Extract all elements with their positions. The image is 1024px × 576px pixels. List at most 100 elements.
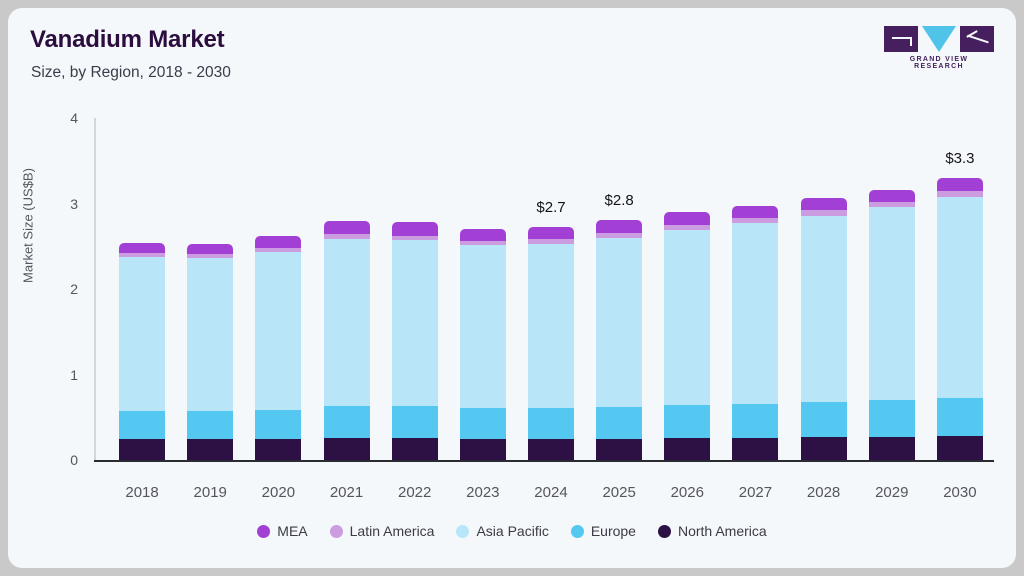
bar-segment-latin-america-2025[interactable] [596,233,643,238]
bar-segment-north-america-2022[interactable] [391,437,438,460]
bar-group-2027[interactable] [732,118,779,460]
bar-group-2018[interactable] [119,118,166,460]
bar-segment-mea-2024[interactable] [528,226,574,240]
bar-segment-latin-america-2024[interactable] [528,239,574,244]
bar-group-2020[interactable] [255,118,302,460]
bar-group-2030[interactable] [936,118,983,460]
stacked-bar-2019[interactable] [187,243,234,460]
bar-segment-asia-pacific-2029[interactable] [868,206,915,401]
y-axis-tick-2: 2 [70,281,78,297]
bar-group-2021[interactable] [323,118,370,460]
stacked-bar-2024[interactable] [528,226,574,460]
stacked-bar-2022[interactable] [391,222,438,460]
bar-group-2026[interactable] [664,118,711,460]
bar-segment-asia-pacific-2027[interactable] [732,223,779,404]
legend-swatch-icon [456,524,470,538]
stacked-bar-2018[interactable] [119,242,166,460]
bar-segment-europe-2030[interactable] [936,397,983,437]
bar-segment-asia-pacific-2026[interactable] [664,230,711,406]
bar-segment-latin-america-2018[interactable] [119,253,166,258]
bar-segment-mea-2020[interactable] [255,236,302,248]
bar-segment-asia-pacific-2023[interactable] [459,245,506,408]
bar-group-2029[interactable] [868,118,915,460]
bar-group-2022[interactable] [391,118,438,460]
bar-segment-north-america-2024[interactable] [528,438,574,460]
legend-item-mea[interactable]: MEA [257,523,308,539]
bar-segment-latin-america-2022[interactable] [391,236,438,241]
bar-segment-latin-america-2026[interactable] [664,224,711,231]
bar-segment-asia-pacific-2020[interactable] [255,252,302,410]
bar-segment-latin-america-2021[interactable] [323,234,370,239]
x-axis-tick-2030: 2030 [943,484,977,501]
stacked-bar-2026[interactable] [664,212,711,460]
bar-segment-mea-2025[interactable] [596,219,643,234]
bar-segment-latin-america-2019[interactable] [187,253,234,259]
bar-segment-mea-2027[interactable] [732,206,779,219]
bar-segment-mea-2018[interactable] [119,242,166,254]
bar-segment-asia-pacific-2028[interactable] [800,215,847,402]
bar-segment-north-america-2030[interactable] [936,436,983,460]
legend-item-latin-america[interactable]: Latin America [329,523,434,539]
bar-segment-north-america-2019[interactable] [187,439,234,460]
bar-segment-asia-pacific-2018[interactable] [119,257,166,412]
stacked-bar-2021[interactable] [323,220,370,460]
bar-segment-europe-2024[interactable] [528,407,574,439]
legend-item-europe[interactable]: Europe [570,523,636,539]
bar-segment-latin-america-2030[interactable] [936,190,983,197]
bar-segment-europe-2027[interactable] [732,403,779,438]
bar-segment-latin-america-2028[interactable] [800,210,847,216]
bar-segment-europe-2026[interactable] [664,405,711,438]
stacked-bar-2028[interactable] [800,197,847,460]
stacked-bar-2029[interactable] [868,189,915,460]
bar-segment-europe-2025[interactable] [596,407,643,439]
bar-segment-latin-america-2029[interactable] [868,201,915,207]
stacked-bar-2020[interactable] [255,236,302,460]
bar-segment-europe-2019[interactable] [187,411,234,440]
bar-segment-europe-2029[interactable] [868,400,915,437]
bar-segment-mea-2023[interactable] [459,229,506,242]
stacked-bar-2027[interactable] [732,206,779,460]
stacked-bar-2023[interactable] [459,229,506,460]
bar-segment-europe-2021[interactable] [323,406,370,438]
bar-segment-north-america-2029[interactable] [868,436,915,460]
bar-segment-mea-2030[interactable] [936,177,983,191]
bar-segment-latin-america-2020[interactable] [255,247,302,253]
legend-swatch-icon [257,524,271,538]
bar-segment-europe-2028[interactable] [800,401,847,437]
bar-segment-north-america-2027[interactable] [732,437,779,460]
bar-segment-mea-2028[interactable] [800,197,847,211]
bar-segment-asia-pacific-2021[interactable] [323,238,370,407]
bar-segment-north-america-2020[interactable] [255,438,302,460]
bar-segment-mea-2029[interactable] [868,189,915,202]
bar-segment-europe-2023[interactable] [459,407,506,439]
bar-segment-latin-america-2023[interactable] [459,241,506,246]
bar-group-2023[interactable] [459,118,506,460]
stacked-bar-2030[interactable] [936,177,983,460]
bar-segment-europe-2020[interactable] [255,409,302,439]
bar-segment-mea-2019[interactable] [187,243,234,254]
bar-segment-north-america-2025[interactable] [596,438,643,460]
bar-segment-asia-pacific-2019[interactable] [187,258,234,412]
bar-segment-north-america-2021[interactable] [323,437,370,460]
bar-segment-north-america-2028[interactable] [800,436,847,460]
legend-item-asia-pacific[interactable]: Asia Pacific [456,523,549,539]
bar-segment-mea-2026[interactable] [664,212,711,225]
bar-segment-asia-pacific-2025[interactable] [596,237,643,407]
bar-segment-north-america-2026[interactable] [664,437,711,460]
bar-segment-asia-pacific-2030[interactable] [936,196,983,398]
bar-segment-north-america-2018[interactable] [119,439,166,460]
bar-group-2019[interactable] [187,118,234,460]
stacked-bar-2025[interactable] [596,219,643,460]
bar-segment-europe-2018[interactable] [119,411,166,440]
bar-segment-north-america-2023[interactable] [459,438,506,460]
legend-item-north-america[interactable]: North America [657,523,767,539]
bar-group-2025[interactable] [596,118,643,460]
bar-group-2028[interactable] [800,118,847,460]
bar-group-2024[interactable] [528,118,574,460]
bar-segment-latin-america-2027[interactable] [732,218,779,224]
bar-segment-mea-2021[interactable] [323,220,370,235]
bar-segment-mea-2022[interactable] [391,222,438,237]
bar-segment-asia-pacific-2024[interactable] [528,243,574,408]
bar-segment-europe-2022[interactable] [391,406,438,438]
bar-segment-asia-pacific-2022[interactable] [391,240,438,407]
